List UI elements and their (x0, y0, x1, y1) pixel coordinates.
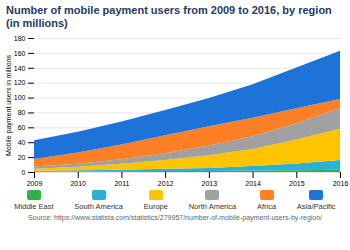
svg-text:2015: 2015 (289, 180, 305, 187)
svg-text:140: 140 (14, 65, 26, 72)
svg-text:0: 0 (22, 169, 26, 176)
svg-text:80: 80 (18, 109, 26, 116)
svg-text:120: 120 (14, 79, 26, 86)
svg-text:2009: 2009 (27, 180, 43, 187)
svg-text:Mobile payment users in millio: Mobile payment users in millions (5, 54, 13, 156)
html-text:Asia/Pacific: Asia/Pacific (296, 202, 336, 211)
svg-text:40: 40 (18, 139, 26, 146)
svg-text:2016: 2016 (333, 180, 349, 187)
svg-text:160: 160 (14, 50, 26, 57)
html-text:North America: North America (188, 202, 237, 211)
svg-text:2013: 2013 (202, 180, 218, 187)
html-text:Africa: Africa (256, 202, 277, 211)
html-text:Middle East: Middle East (14, 202, 54, 211)
svg-text:2010: 2010 (70, 180, 86, 187)
svg-text:20: 20 (18, 154, 26, 161)
svg-text:2011: 2011 (114, 180, 129, 187)
html-text:Europe: Europe (143, 202, 168, 211)
html-text:South America: South America (74, 202, 123, 211)
html-text:Source: https://www.statista.c: Source: https://www.statista.com/statist… (27, 214, 323, 221)
html-text:Number of mobile payment users: Number of mobile payment users from 2009… (6, 4, 332, 29)
svg-text:60: 60 (18, 124, 26, 131)
svg-text:100: 100 (14, 94, 26, 101)
svg-text:2012: 2012 (158, 180, 174, 187)
svg-text:2014: 2014 (245, 180, 261, 187)
svg-text:180: 180 (14, 35, 26, 42)
